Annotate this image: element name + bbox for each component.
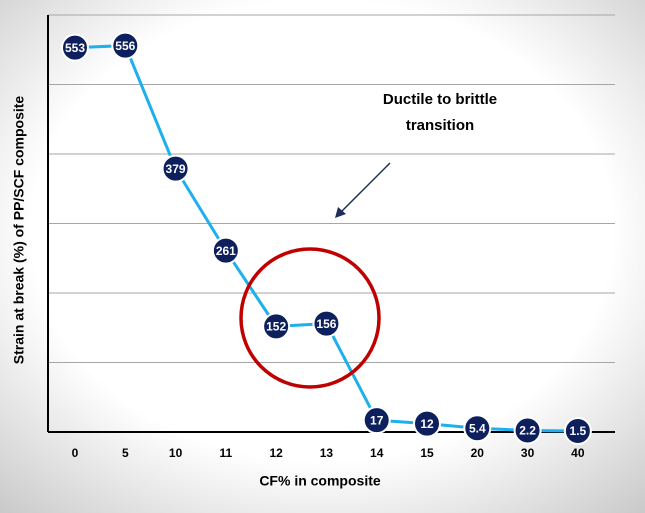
marker	[111, 31, 140, 60]
x-tick-label: 14	[370, 446, 384, 460]
marker	[563, 416, 592, 445]
data-label: 556	[115, 39, 135, 53]
y-axis-label: Strain at break (%) of PP/SCF composite	[11, 96, 27, 365]
x-axis-label: CF% in composite	[259, 473, 381, 489]
x-tick-label: 30	[521, 446, 535, 460]
marker	[61, 33, 89, 62]
data-label: 2.2	[519, 424, 536, 438]
marker	[463, 414, 492, 443]
data-label: 553	[65, 41, 85, 55]
x-tick-label: 13	[320, 446, 334, 460]
plot-area: 0 5 10 11 12 13 14 15 20 30 40 553 556 379 261 152 156 17…	[47, 14, 615, 460]
highlight-circle	[239, 247, 381, 389]
marker	[513, 416, 542, 445]
x-tick-label: 5	[122, 446, 129, 460]
marker	[312, 309, 341, 338]
x-tick-label: 15	[420, 446, 434, 460]
data-label: 5.4	[469, 421, 486, 435]
x-tick-label: 20	[471, 446, 485, 460]
x-tick-label: 0	[72, 446, 79, 460]
marker	[362, 406, 391, 435]
data-label: 17	[370, 413, 384, 427]
data-label: 12	[420, 417, 434, 431]
data-label: 1.5	[570, 424, 587, 438]
data-label: 379	[166, 162, 186, 176]
data-label: 156	[316, 317, 336, 331]
marker	[413, 409, 442, 438]
annotation: Ductile to brittle	[383, 91, 497, 108]
marker	[262, 312, 291, 341]
annotation: transition	[406, 117, 474, 134]
x-tick-label: 40	[571, 446, 585, 460]
data-label: 152	[266, 320, 286, 334]
x-tick-label: 10	[169, 446, 183, 460]
annotation-arrow	[339, 162, 391, 214]
x-tick-label: 12	[269, 446, 283, 460]
data-label: 261	[216, 244, 236, 258]
arrow-head	[335, 207, 346, 218]
marker	[211, 236, 240, 265]
marker	[161, 154, 190, 183]
x-tick-label: 11	[220, 446, 233, 460]
